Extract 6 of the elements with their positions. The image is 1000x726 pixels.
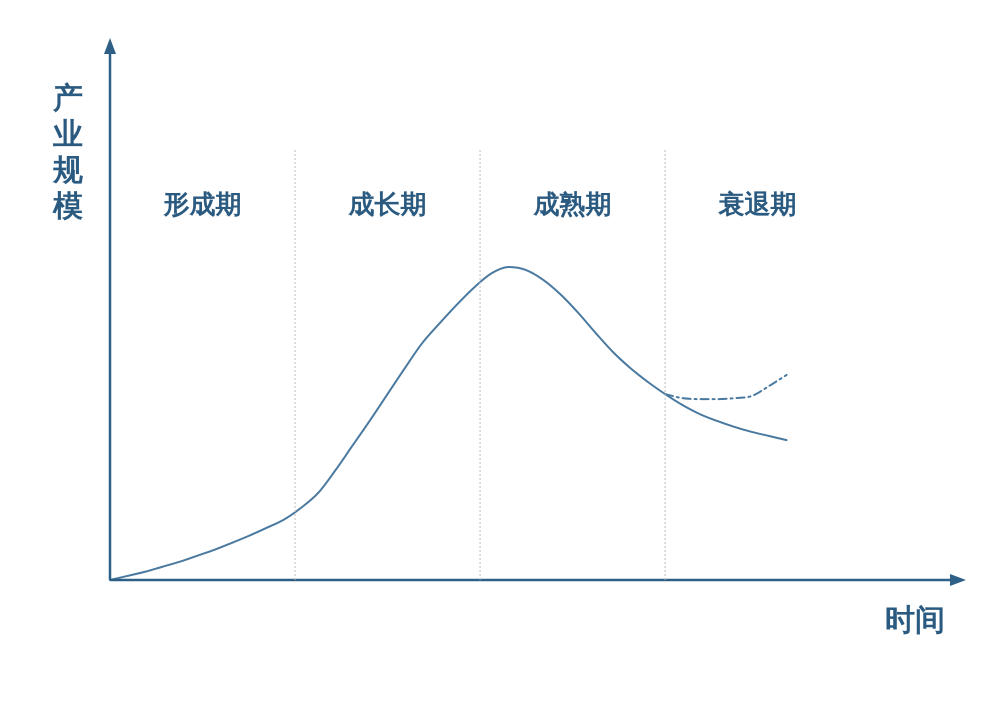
text: 形成期 bbox=[162, 190, 242, 220]
x-axis-title: 时间 bbox=[885, 602, 945, 638]
text: 成熟期 bbox=[532, 190, 612, 220]
text: 成长期 bbox=[348, 190, 427, 220]
y-axis-title: 产业规模 bbox=[52, 80, 83, 224]
text: 衰退期 bbox=[718, 190, 797, 220]
